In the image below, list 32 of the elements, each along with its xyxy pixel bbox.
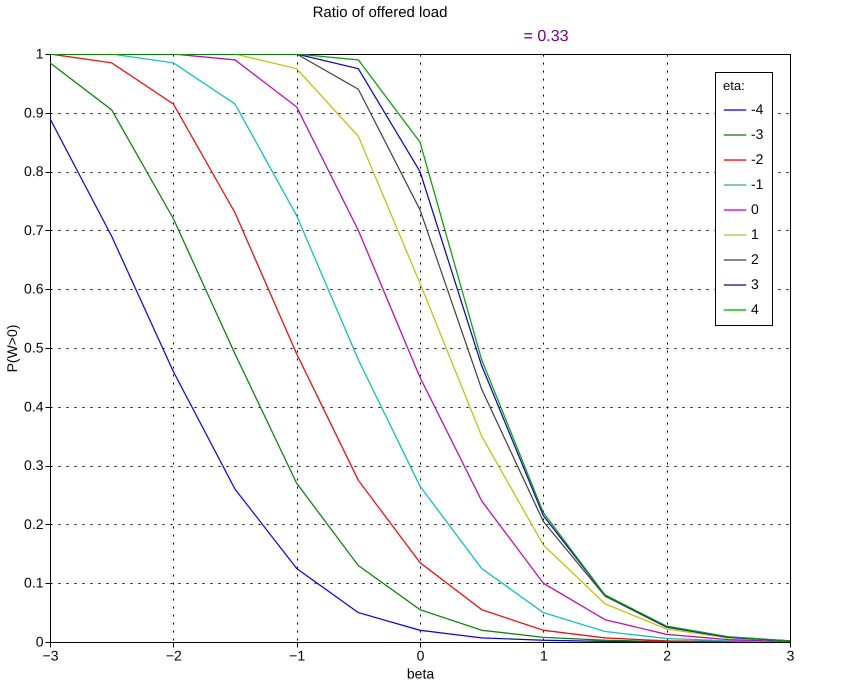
x-axis-title: beta (406, 666, 434, 682)
y-axis-title: P(W>0) (4, 324, 20, 372)
y-tick-label: 0.3 (24, 457, 44, 474)
legend-label: 4 (751, 301, 759, 317)
y-tick-label: 0.4 (24, 398, 44, 414)
legend-label: -3 (751, 126, 764, 142)
legend-label: 3 (751, 276, 759, 292)
legend-label: -2 (751, 151, 764, 167)
x-tick-label: −2 (166, 648, 182, 664)
y-tick-label: 1 (36, 46, 44, 62)
x-tick-label: 3 (786, 648, 795, 664)
legend-title: eta: (723, 78, 745, 93)
y-tick-label: 0 (36, 634, 44, 650)
y-tick-label: 0.6 (24, 280, 44, 297)
x-tick-label: 2 (663, 648, 672, 664)
y-tick-label: 0.1 (24, 574, 44, 591)
legend-label: -1 (751, 176, 764, 192)
legend-label: 0 (751, 201, 759, 217)
y-tick-label: 0.2 (24, 516, 44, 532)
y-tick-label: 0.9 (24, 104, 44, 120)
chart-title: Ratio of offered load (312, 4, 448, 21)
y-tick-label: 0.7 (24, 222, 44, 238)
legend-label: -4 (751, 101, 764, 117)
x-tick-label: −1 (289, 648, 306, 664)
legend-label: 1 (751, 226, 759, 242)
x-tick-label: −3 (42, 648, 59, 664)
legend-label: 2 (751, 251, 759, 267)
y-tick-label: 0.5 (24, 340, 44, 356)
y-tick-label: 0.8 (24, 163, 44, 180)
x-tick-label: 0 (416, 648, 425, 664)
x-tick-label: 1 (540, 648, 548, 664)
text: = 0.33 (524, 28, 569, 45)
